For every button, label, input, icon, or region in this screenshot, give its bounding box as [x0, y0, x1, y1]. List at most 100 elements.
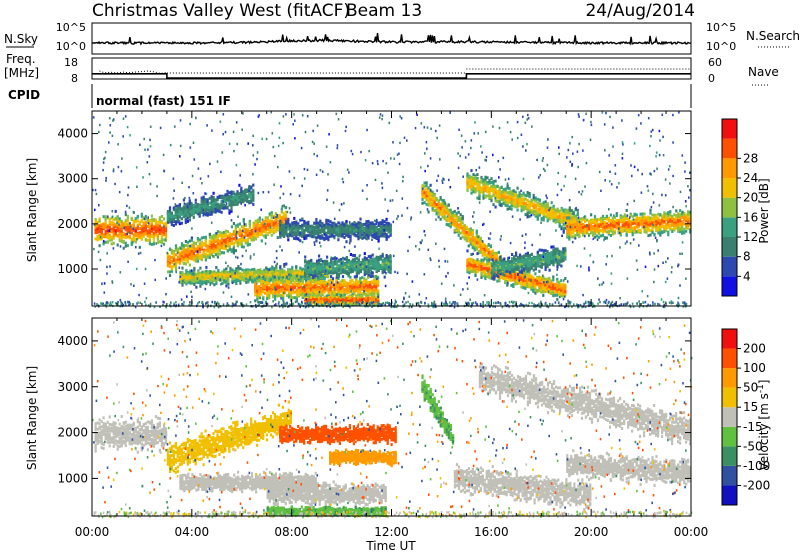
scatter-cell: [256, 220, 259, 224]
beam-title: Beam 13: [346, 1, 422, 21]
scatter-cell: [331, 295, 334, 299]
scatter-cell: [377, 284, 380, 287]
scatter-cell: [317, 277, 320, 281]
scatter-cell: [312, 298, 315, 301]
scatter-cell: [185, 277, 188, 281]
scatter-cell: [108, 238, 111, 242]
scatter-cell: [295, 222, 298, 226]
scatter-cell: [124, 226, 127, 229]
scatter-cell: [240, 245, 243, 249]
scatter-cell: [265, 266, 268, 270]
scatter-cell: [244, 223, 247, 227]
scatter-cell: [205, 282, 208, 286]
scatter-cell: [268, 212, 271, 216]
scatter-cell: [254, 282, 257, 286]
scatter-cell: [283, 273, 286, 277]
scatter-cell: [347, 295, 350, 299]
scatter-cell: [321, 289, 324, 293]
scatter-cell: [269, 267, 272, 271]
scatter-cell: [214, 253, 217, 257]
scatter-cell: [248, 221, 251, 225]
scatter-cell: [279, 234, 282, 238]
scatter-cell: [178, 210, 181, 213]
scatter-cell: [186, 255, 189, 259]
scatter-cell: [180, 254, 184, 258]
scatter-cell: [349, 228, 352, 232]
scatter-cell: [305, 282, 308, 286]
scatter-cell: [160, 238, 163, 242]
scatter-cell: [166, 216, 170, 220]
scatter-cell: [278, 276, 281, 280]
scatter-cell: [369, 300, 372, 304]
scatter-cell: [200, 245, 203, 249]
scatter-cell: [258, 296, 261, 300]
scatter-cell: [351, 286, 354, 290]
scatter-cell: [361, 295, 364, 299]
scatter-cell: [349, 231, 352, 235]
scatter-cell: [287, 222, 290, 226]
scatter-cell: [164, 222, 168, 226]
scatter-cell: [283, 269, 286, 273]
scatter-cell: [183, 278, 186, 282]
scatter-cell: [309, 291, 312, 295]
scatter-cell: [112, 236, 115, 240]
scatter-cell: [315, 284, 318, 288]
scatter-cell: [240, 242, 243, 246]
scatter-cell: [280, 220, 283, 224]
scatter-cell: [162, 229, 166, 233]
scatter-cell: [276, 286, 279, 290]
scatter-cell: [120, 234, 123, 238]
scatter-cell: [218, 248, 221, 252]
scatter-cell: [327, 283, 330, 287]
scatter-cell: [104, 240, 107, 244]
scatter-cell: [221, 275, 224, 279]
scatter-cell: [104, 221, 107, 225]
scatter-cell: [116, 219, 119, 223]
scatter-cell: [267, 276, 270, 279]
scatter-cell: [273, 270, 276, 274]
scatter-cell: [212, 244, 215, 248]
scatter-cell: [225, 280, 228, 284]
scatter-cell: [120, 219, 123, 223]
scatter-cell: [363, 277, 366, 281]
scatter-cell: [195, 273, 198, 277]
scatter-cell: [247, 274, 250, 278]
scatter-cell: [258, 275, 261, 279]
scatter-cell: [313, 226, 316, 230]
scatter-cell: [180, 212, 183, 216]
scatter-cell: [256, 291, 259, 295]
scatter-cell: [331, 234, 334, 238]
scatter-cell: [204, 240, 207, 244]
scatter-cell: [142, 232, 145, 236]
scatter-cell: [124, 241, 127, 245]
scatter-cell: [168, 259, 172, 262]
scatter-cell: [355, 282, 358, 286]
freq-tick-top: 18: [64, 56, 78, 69]
scatter-cell: [214, 234, 217, 238]
scatter-cell: [215, 271, 218, 275]
scatter-cell: [307, 285, 310, 289]
scatter-cell: [202, 197, 205, 201]
scatter-cell: [184, 204, 187, 208]
scatter-cell: [274, 225, 277, 229]
scatter-cell: [321, 225, 324, 229]
scatter-cell: [339, 231, 342, 235]
scatter-cell: [210, 197, 213, 201]
scatter-cell: [289, 291, 293, 295]
scatter-cell: [199, 276, 202, 280]
scatter-cell: [140, 233, 143, 237]
scatter-cell: [160, 229, 163, 233]
scatter-cell: [134, 240, 137, 244]
scatter-cell: [191, 279, 194, 283]
scatter-cell: [299, 291, 302, 295]
scatter-cell: [260, 292, 263, 296]
scatter-cell: [299, 277, 302, 281]
scatter-cell: [351, 232, 354, 236]
scatter-cell: [262, 226, 265, 230]
scatter-cell: [158, 216, 161, 220]
scatter-cell: [212, 246, 215, 250]
scatter-cell: [132, 223, 135, 227]
scatter-cell: [319, 224, 322, 227]
scatter-cell: [333, 287, 336, 291]
scatter-cell: [291, 277, 295, 281]
